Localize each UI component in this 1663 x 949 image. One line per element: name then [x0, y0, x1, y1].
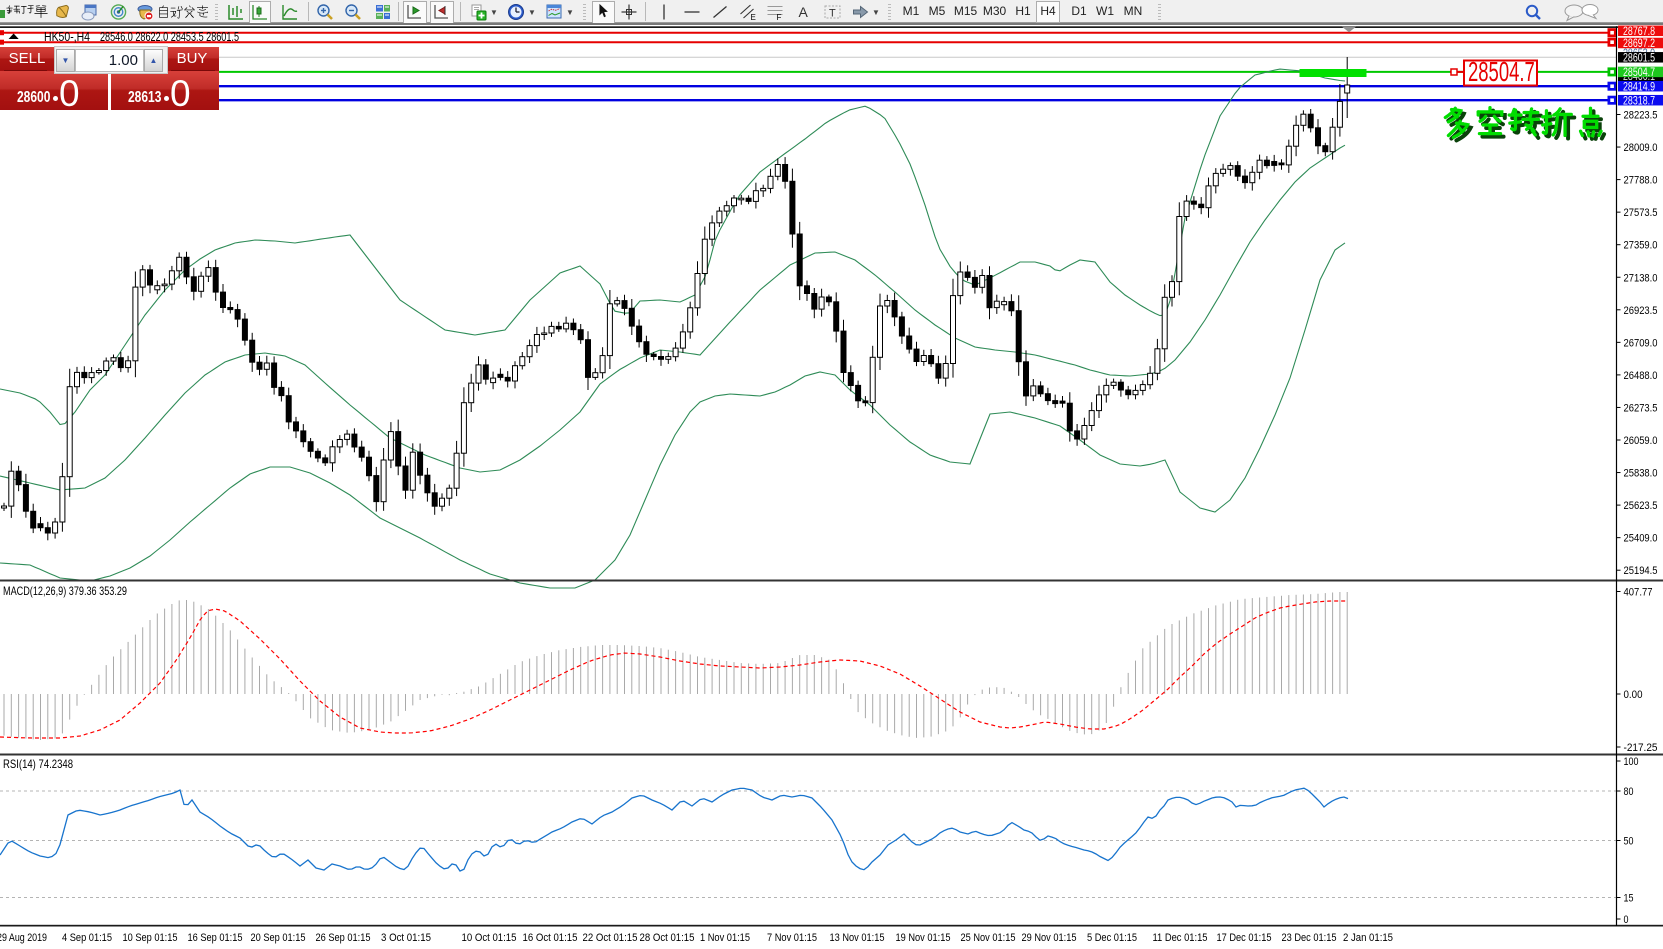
- svg-text:2 Jan 01:15: 2 Jan 01:15: [1343, 932, 1393, 944]
- svg-text:11 Dec 01:15: 11 Dec 01:15: [1153, 932, 1208, 944]
- svg-text:28601.5: 28601.5: [1623, 53, 1655, 65]
- svg-text:80: 80: [1624, 786, 1634, 798]
- svg-text:26709.0: 26709.0: [1624, 337, 1658, 349]
- svg-text:28697.2: 28697.2: [1623, 38, 1655, 50]
- svg-text:25409.0: 25409.0: [1624, 533, 1658, 545]
- svg-text:407.77: 407.77: [1624, 587, 1653, 599]
- svg-text:E: E: [751, 13, 756, 21]
- svg-text:28504.7: 28504.7: [1468, 57, 1535, 88]
- svg-text:10 Sep 01:15: 10 Sep 01:15: [123, 932, 178, 944]
- svg-text:26059.0: 26059.0: [1624, 435, 1658, 447]
- svg-text:T: T: [829, 8, 836, 20]
- svg-text:RSI(14) 74.2348: RSI(14) 74.2348: [3, 757, 73, 771]
- svg-text:26273.5: 26273.5: [1624, 402, 1658, 414]
- svg-text:A: A: [799, 4, 809, 20]
- svg-text:29 Nov 01:15: 29 Nov 01:15: [1022, 932, 1077, 944]
- svg-text:4 Sep 01:15: 4 Sep 01:15: [62, 932, 112, 944]
- svg-text:17 Dec 01:15: 17 Dec 01:15: [1217, 932, 1272, 944]
- svg-text:25838.0: 25838.0: [1624, 468, 1658, 480]
- svg-text:3 Oct 01:15: 3 Oct 01:15: [381, 932, 431, 944]
- svg-text:25 Nov 01:15: 25 Nov 01:15: [961, 932, 1016, 944]
- svg-text:-217.25: -217.25: [1624, 742, 1658, 754]
- svg-text:29 Aug 2019: 29 Aug 2019: [0, 932, 47, 944]
- svg-text:50: 50: [1624, 836, 1634, 848]
- svg-text:F: F: [777, 13, 782, 21]
- svg-text:19 Nov 01:15: 19 Nov 01:15: [896, 932, 951, 944]
- svg-text:25623.5: 25623.5: [1624, 500, 1658, 512]
- svg-text:26923.5: 26923.5: [1624, 305, 1658, 317]
- svg-text:16 Oct 01:15: 16 Oct 01:15: [523, 932, 578, 944]
- svg-text:28223.5: 28223.5: [1624, 110, 1658, 122]
- svg-text:20 Sep 01:15: 20 Sep 01:15: [251, 932, 306, 944]
- svg-text:HK50-,H4: HK50-,H4: [44, 30, 90, 44]
- svg-text:28318.7: 28318.7: [1623, 95, 1655, 107]
- svg-text:27573.5: 27573.5: [1624, 207, 1658, 219]
- svg-text:10 Oct 01:15: 10 Oct 01:15: [462, 932, 517, 944]
- svg-text:28504.7: 28504.7: [1623, 67, 1655, 79]
- svg-text:7 Nov 01:15: 7 Nov 01:15: [767, 932, 817, 944]
- svg-text:26488.0: 26488.0: [1624, 370, 1658, 382]
- svg-text:28009.0: 28009.0: [1624, 142, 1658, 154]
- svg-text:13 Nov 01:15: 13 Nov 01:15: [830, 932, 885, 944]
- svg-text:28546.0 28622.0 28453.5 28601.: 28546.0 28622.0 28453.5 28601.5: [100, 30, 239, 44]
- svg-text:MACD(12,26,9) 379.36 353.29: MACD(12,26,9) 379.36 353.29: [3, 584, 127, 598]
- svg-text:15: 15: [1624, 893, 1634, 905]
- svg-text:100: 100: [1624, 756, 1639, 768]
- svg-text:23 Dec 01:15: 23 Dec 01:15: [1282, 932, 1337, 944]
- svg-text:22 Oct 01:15: 22 Oct 01:15: [583, 932, 638, 944]
- svg-text:28 Oct 01:15: 28 Oct 01:15: [640, 932, 695, 944]
- svg-text:27359.0: 27359.0: [1624, 240, 1658, 252]
- svg-text:28767.8: 28767.8: [1623, 26, 1655, 38]
- svg-text:5 Dec 01:15: 5 Dec 01:15: [1087, 932, 1137, 944]
- svg-text:1 Nov 01:15: 1 Nov 01:15: [700, 932, 750, 944]
- svg-text:0.00: 0.00: [1624, 689, 1643, 701]
- svg-text:0: 0: [1624, 914, 1629, 926]
- svg-text:27788.0: 27788.0: [1624, 175, 1658, 187]
- svg-text:27138.0: 27138.0: [1624, 272, 1658, 284]
- svg-text:26 Sep 01:15: 26 Sep 01:15: [316, 932, 371, 944]
- svg-text:16 Sep 01:15: 16 Sep 01:15: [188, 932, 243, 944]
- svg-text:25194.5: 25194.5: [1624, 565, 1658, 577]
- svg-text:28414.9: 28414.9: [1623, 81, 1655, 93]
